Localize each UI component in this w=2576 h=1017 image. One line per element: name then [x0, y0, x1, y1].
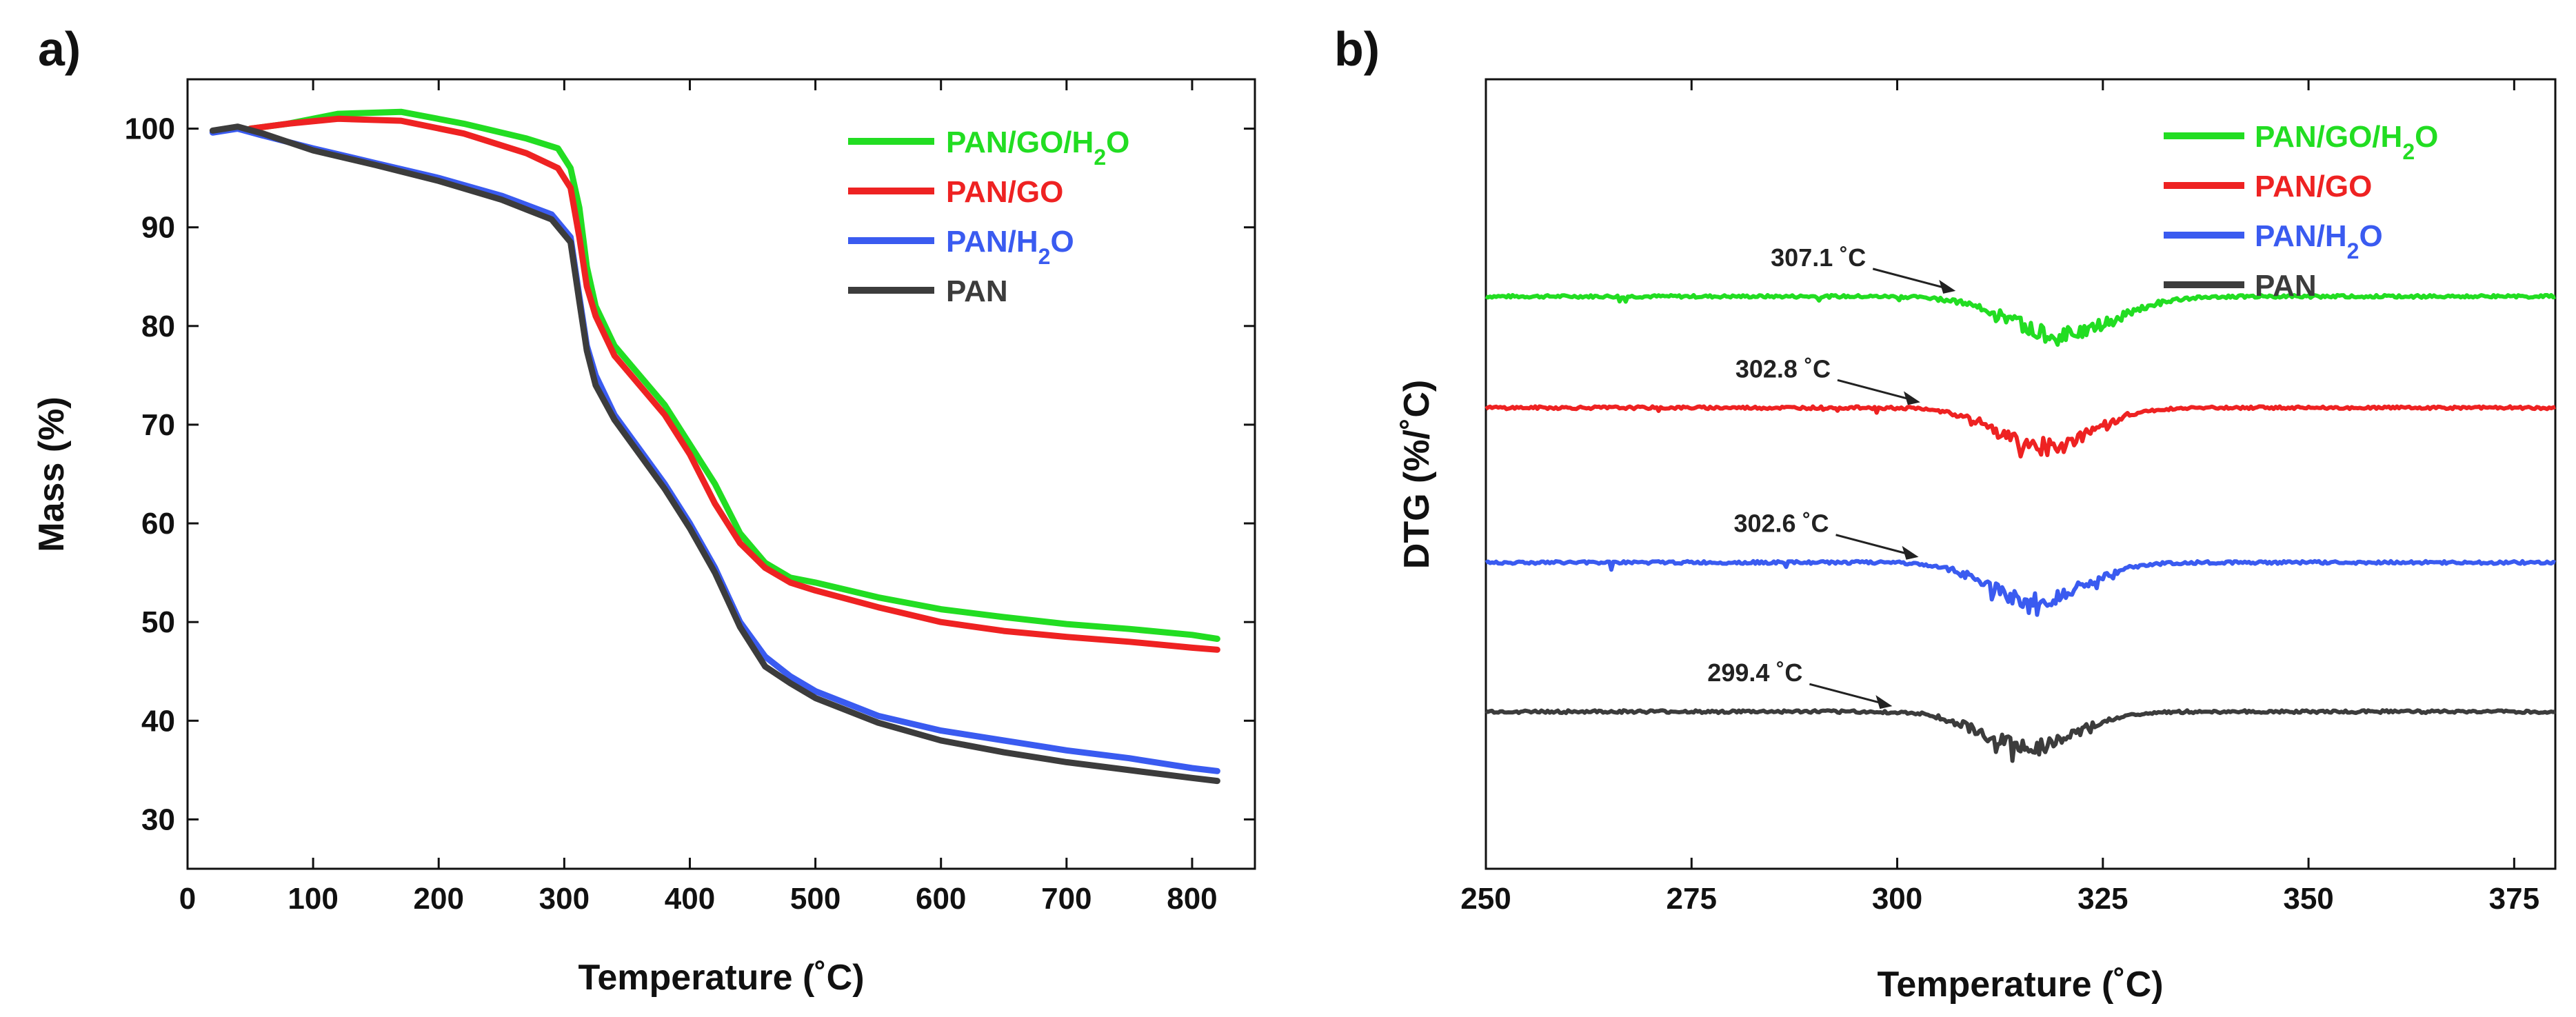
x-tick-label: 300 — [539, 882, 590, 916]
panel-b-onset-annotations: 307.1 ˚C 302.8 ˚C 302.6 ˚C 299.4 ˚C — [1707, 243, 1956, 709]
annotation-arrow-shaft — [1837, 379, 1911, 401]
panel-b-series — [1485, 292, 2556, 763]
annotation-arrow-shaft — [1872, 268, 1946, 290]
panel-a-series — [209, 108, 1220, 785]
series-line-3 — [209, 123, 1220, 785]
panel-a-legend: PAN/GO/H2O PAN/GO PAN/H2O PAN — [848, 125, 1129, 308]
x-tick-label: 250 — [1460, 882, 1511, 916]
legend-label: PAN/H2O — [2255, 219, 2383, 263]
annotation-arrow-shaft — [1835, 534, 1909, 556]
legend-label: PAN/GO — [2255, 170, 2372, 203]
y-tick-label: 50 — [141, 605, 175, 639]
x-tick-label: 100 — [288, 882, 338, 916]
panel-a-plot-frame — [186, 78, 1256, 870]
x-tick-label: 375 — [2489, 882, 2539, 916]
legend-label: PAN — [946, 274, 1008, 308]
y-tick-label: 100 — [125, 112, 175, 146]
onset-label-1: 302.8 ˚C — [1735, 354, 1831, 383]
annotation-arrow-shaft — [1809, 683, 1883, 705]
series-line-0 — [247, 108, 1220, 642]
x-tick-label: 600 — [916, 882, 966, 916]
series-line-1 — [247, 115, 1220, 653]
x-tick-label: 275 — [1667, 882, 1717, 916]
series-line-0 — [1485, 292, 2556, 347]
panel-a-ticks: 0 100 200 300 400 500 600 700 800 30 40 50 60 70 80 90 1… — [125, 79, 1255, 916]
x-tick-label: 300 — [1872, 882, 1922, 916]
annotation-arrow-head — [1903, 391, 1920, 405]
y-tick-label: 90 — [141, 211, 175, 245]
panel-b-legend: PAN/GO/H2O PAN/GO PAN/H2O PAN — [2164, 120, 2438, 303]
onset-label-2: 302.6 ˚C — [1733, 510, 1829, 538]
panel-a-y-axis-title: Mass (%) — [32, 396, 72, 552]
legend-label: PAN/GO — [946, 175, 1063, 209]
x-tick-label: 0 — [179, 882, 196, 916]
panel-b-plot-frame — [1485, 78, 2557, 870]
panel-a-tga: a) 0 100 200 300 400 500 600 700 800 30 40 50 60 70 80… — [32, 22, 1256, 998]
series-line-1 — [1485, 404, 2556, 459]
x-tick-label: 700 — [1041, 882, 1091, 916]
onset-label-3: 299.4 ˚C — [1707, 658, 1802, 687]
x-tick-label: 800 — [1167, 882, 1217, 916]
annotation-arrow-head — [1939, 279, 1956, 294]
legend-label: PAN/H2O — [946, 225, 1074, 269]
y-tick-label: 40 — [141, 704, 175, 738]
panel-b-y-axis-title: DTG (%/˚C) — [1397, 380, 1437, 569]
x-tick-label: 325 — [2077, 882, 2128, 916]
x-tick-label: 400 — [665, 882, 715, 916]
annotation-arrow-head — [1902, 545, 1919, 560]
panel-b-label: b) — [1334, 22, 1380, 76]
panel-b-x-axis-title: Temperature (˚C) — [1877, 965, 2163, 1005]
legend-label: PAN — [2255, 269, 2317, 303]
x-tick-label: 350 — [2283, 882, 2333, 916]
legend-label: PAN/GO/H2O — [2255, 120, 2438, 164]
panel-a-label: a) — [38, 22, 81, 76]
panel-b-ticks: 250 275 300 325 350 375 — [1460, 79, 2539, 916]
y-tick-label: 60 — [141, 507, 175, 541]
y-tick-label: 80 — [141, 310, 175, 343]
legend-label: PAN/GO/H2O — [946, 125, 1129, 170]
onset-label-0: 307.1 ˚C — [1771, 243, 1866, 272]
x-tick-label: 200 — [414, 882, 464, 916]
y-tick-label: 70 — [141, 408, 175, 442]
series-line-2 — [1485, 558, 2556, 617]
annotation-arrow-head — [1875, 695, 1893, 709]
x-tick-label: 500 — [790, 882, 841, 916]
series-line-3 — [1485, 708, 2556, 763]
panel-a-x-axis-title: Temperature (˚C) — [578, 958, 864, 998]
y-tick-label: 30 — [141, 803, 175, 836]
